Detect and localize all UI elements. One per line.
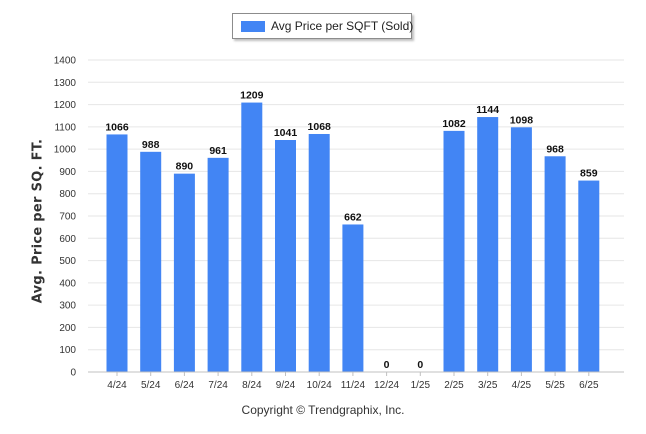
y-tick-label: 100 bbox=[59, 345, 76, 356]
bar bbox=[241, 102, 263, 373]
x-tick-label: 7/24 bbox=[208, 380, 228, 391]
bar bbox=[275, 140, 296, 372]
data-label: 890 bbox=[176, 161, 194, 173]
data-label: 859 bbox=[580, 168, 598, 180]
copyright-text: Copyright © Trendgraphix, Inc. bbox=[241, 403, 405, 417]
data-label: 961 bbox=[209, 145, 227, 157]
data-label: 1209 bbox=[240, 90, 264, 102]
x-tick-label: 4/25 bbox=[512, 380, 532, 391]
data-label: 968 bbox=[546, 143, 564, 155]
x-tick-label: 3/25 bbox=[478, 380, 498, 391]
y-axis-ticks: 0 100 200 300 400 500 600 700 800 900 1000 1100 1200… bbox=[54, 56, 77, 379]
y-tick-label: 400 bbox=[59, 278, 76, 289]
y-tick-label: 800 bbox=[59, 189, 76, 200]
bar bbox=[106, 134, 128, 372]
x-tick-label: 5/25 bbox=[545, 380, 565, 391]
x-tick-label: 2/25 bbox=[444, 380, 464, 391]
bar bbox=[578, 180, 600, 372]
y-tick-label: 600 bbox=[59, 234, 76, 245]
data-label: 0 bbox=[417, 359, 423, 371]
data-labels: 1066 988 890 961 1209 1041 1068 662 0 0 1082 1144 10… bbox=[105, 90, 597, 371]
y-tick-label: 0 bbox=[70, 368, 76, 379]
y-tick-label: 700 bbox=[59, 212, 76, 223]
data-label: 1082 bbox=[442, 118, 466, 130]
y-tick-label: 1100 bbox=[54, 122, 76, 133]
y-tick-label: 1300 bbox=[54, 78, 77, 89]
y-tick-label: 1000 bbox=[54, 145, 77, 156]
y-tick-label: 1400 bbox=[54, 56, 77, 67]
data-label: 1144 bbox=[476, 104, 499, 116]
x-tick-label: 10/24 bbox=[307, 380, 332, 391]
legend-swatch bbox=[241, 21, 265, 32]
data-label: 1066 bbox=[105, 121, 129, 133]
y-tick-label: 1200 bbox=[54, 100, 77, 111]
x-tick-label: 6/24 bbox=[175, 380, 195, 391]
data-label: 1068 bbox=[308, 121, 332, 133]
x-tick-label: 12/24 bbox=[374, 380, 399, 391]
data-label: 1041 bbox=[274, 127, 298, 139]
bar bbox=[308, 133, 330, 372]
y-tick-label: 900 bbox=[59, 167, 76, 178]
y-tick-label: 500 bbox=[59, 256, 76, 267]
x-tick-label: 1/25 bbox=[411, 380, 431, 391]
bar bbox=[342, 224, 364, 372]
data-label: 0 bbox=[384, 359, 390, 371]
bars bbox=[106, 102, 600, 373]
bar bbox=[173, 173, 195, 372]
y-axis-title: Avg. Price per SQ. FT. bbox=[30, 138, 46, 304]
bar bbox=[477, 117, 499, 373]
data-label: 1098 bbox=[510, 114, 534, 126]
x-tick-label: 8/24 bbox=[242, 380, 262, 391]
data-label: 988 bbox=[142, 139, 160, 151]
bar bbox=[140, 151, 162, 372]
x-tick-label: 4/24 bbox=[107, 380, 127, 391]
bar bbox=[443, 130, 465, 372]
bar bbox=[510, 127, 532, 372]
x-tick-label: 11/24 bbox=[341, 380, 366, 391]
x-tick-label: 6/25 bbox=[579, 380, 599, 391]
y-tick-label: 200 bbox=[59, 323, 76, 334]
x-axis-ticks: 4/24 5/24 6/24 7/24 8/24 9/24 10/24 11/24 12/24 1… bbox=[107, 372, 599, 391]
bar bbox=[207, 157, 229, 372]
x-tick-label: 9/24 bbox=[276, 380, 296, 391]
x-tick-label: 5/24 bbox=[141, 380, 161, 391]
legend-label: Avg Price per SQFT (Sold) bbox=[271, 19, 414, 33]
data-label: 662 bbox=[344, 211, 362, 223]
legend: Avg Price per SQFT (Sold) bbox=[232, 13, 414, 39]
bar bbox=[544, 156, 566, 372]
y-tick-label: 300 bbox=[59, 301, 76, 312]
